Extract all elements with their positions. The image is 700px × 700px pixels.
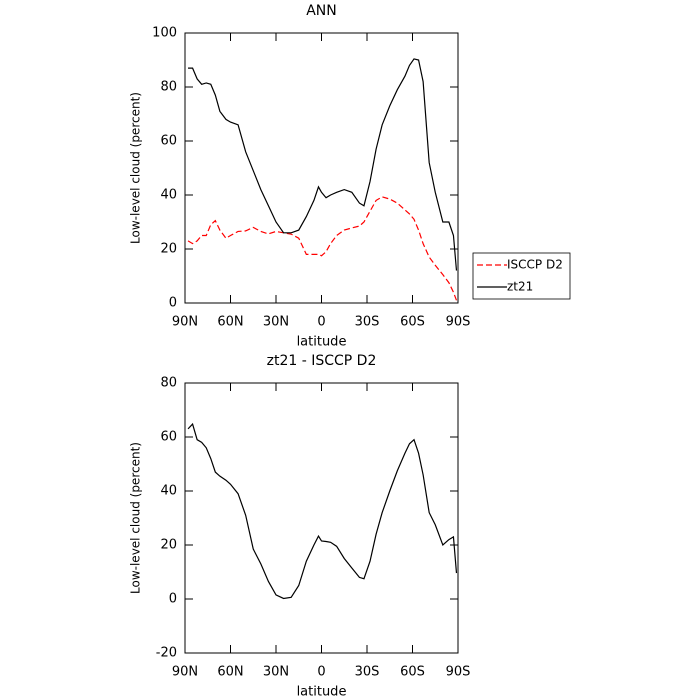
x-tick-label: 90S — [446, 315, 471, 330]
x-axis-label: latitude — [297, 685, 347, 700]
x-tick-label: 30S — [355, 315, 380, 330]
y-tick-label: 60 — [160, 134, 177, 149]
x-tick-label: 90N — [172, 315, 198, 330]
legend-label: ISCCP D2 — [507, 258, 563, 272]
y-tick-label: 40 — [160, 188, 177, 203]
y-tick-label: -20 — [156, 646, 177, 661]
x-tick-label: 60S — [400, 315, 425, 330]
x-tick-label: 90N — [172, 665, 198, 680]
y-axis-label: Low-level cloud (percent) — [129, 442, 143, 594]
legend-label: zt21 — [507, 280, 533, 294]
x-tick-label: 30S — [355, 665, 380, 680]
y-tick-label: 20 — [160, 538, 177, 553]
x-tick-label: 90S — [446, 665, 471, 680]
y-tick-label: 0 — [169, 592, 177, 607]
plot-frame — [184, 382, 459, 654]
x-tick-label: 0 — [317, 665, 325, 680]
x-tick-label: 0 — [317, 315, 325, 330]
y-axis-label: Low-level cloud (percent) — [129, 92, 143, 244]
x-tick-label: 60S — [400, 665, 425, 680]
y-tick-label: 80 — [160, 80, 177, 95]
x-tick-label: 30N — [263, 665, 289, 680]
y-tick-label: 60 — [160, 430, 177, 445]
data-line — [188, 58, 458, 271]
y-tick-label: 100 — [152, 26, 177, 41]
legend-box — [472, 252, 571, 300]
x-tick-label: 60N — [217, 665, 243, 680]
plot-frame — [184, 32, 459, 304]
y-tick-label: 0 — [169, 296, 177, 311]
data-line — [187, 422, 458, 600]
y-tick-label: 20 — [160, 242, 177, 257]
x-axis-label: latitude — [297, 335, 347, 350]
y-tick-label: 80 — [160, 376, 177, 391]
chart-title: zt21 - ISCCP D2 — [267, 353, 377, 369]
data-line — [187, 196, 458, 301]
x-tick-label: 30N — [263, 315, 289, 330]
x-tick-label: 60N — [217, 315, 243, 330]
chart-title: ANN — [306, 3, 337, 19]
y-tick-label: 40 — [160, 484, 177, 499]
